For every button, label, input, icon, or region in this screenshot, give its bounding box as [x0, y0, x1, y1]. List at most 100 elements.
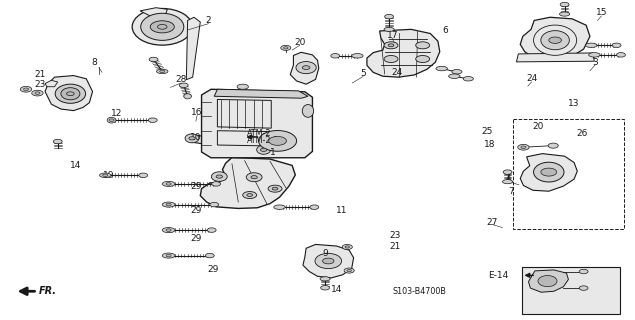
Text: 2: 2 [206, 16, 211, 25]
Ellipse shape [163, 228, 175, 233]
Text: 8: 8 [91, 58, 97, 67]
Ellipse shape [237, 84, 248, 89]
Ellipse shape [141, 13, 184, 40]
Ellipse shape [463, 76, 473, 81]
Text: FR.: FR. [39, 286, 57, 296]
Ellipse shape [132, 9, 192, 45]
Ellipse shape [205, 253, 214, 258]
Ellipse shape [436, 66, 448, 71]
Ellipse shape [166, 229, 171, 231]
Ellipse shape [352, 53, 363, 58]
Ellipse shape [272, 187, 278, 190]
Text: 20: 20 [294, 38, 305, 47]
Ellipse shape [269, 136, 286, 145]
Ellipse shape [347, 269, 351, 272]
Polygon shape [45, 76, 93, 111]
Text: 13: 13 [568, 99, 580, 108]
Ellipse shape [449, 74, 460, 78]
Ellipse shape [23, 88, 29, 91]
Ellipse shape [533, 25, 577, 55]
Text: S103-B4700B: S103-B4700B [392, 287, 446, 296]
Text: 21: 21 [389, 242, 401, 251]
Text: 18: 18 [484, 140, 495, 149]
Polygon shape [520, 17, 590, 61]
Ellipse shape [310, 205, 319, 209]
Ellipse shape [109, 119, 114, 122]
Text: ATM-2-1: ATM-2-1 [246, 136, 279, 145]
Polygon shape [520, 154, 577, 191]
Text: 9: 9 [322, 250, 328, 259]
Ellipse shape [589, 52, 600, 57]
Ellipse shape [296, 61, 316, 74]
Text: 10: 10 [190, 132, 201, 141]
Ellipse shape [207, 228, 216, 232]
Ellipse shape [384, 55, 398, 62]
Text: 20: 20 [532, 122, 544, 131]
Text: 25: 25 [481, 127, 493, 136]
Ellipse shape [150, 21, 174, 33]
Text: 29: 29 [190, 182, 201, 191]
Ellipse shape [315, 253, 342, 269]
Ellipse shape [284, 47, 288, 49]
Ellipse shape [243, 192, 257, 198]
Bar [512, 119, 624, 229]
Ellipse shape [345, 246, 349, 248]
Ellipse shape [163, 181, 175, 187]
Polygon shape [187, 134, 269, 154]
Polygon shape [201, 89, 312, 158]
Text: 29: 29 [190, 206, 201, 215]
Ellipse shape [157, 69, 168, 74]
Text: 17: 17 [387, 31, 398, 40]
Ellipse shape [560, 2, 569, 7]
Ellipse shape [548, 143, 558, 148]
Text: ATM-2: ATM-2 [246, 129, 271, 138]
Ellipse shape [185, 134, 199, 143]
Ellipse shape [251, 176, 257, 179]
Ellipse shape [416, 42, 430, 49]
Text: 14: 14 [70, 161, 81, 170]
Text: 7: 7 [508, 187, 514, 196]
Ellipse shape [139, 173, 148, 178]
Ellipse shape [384, 42, 398, 49]
Ellipse shape [163, 202, 175, 207]
Polygon shape [186, 17, 200, 80]
Text: 21: 21 [34, 70, 46, 79]
Ellipse shape [388, 44, 394, 47]
Ellipse shape [32, 90, 43, 96]
Ellipse shape [452, 69, 462, 74]
Ellipse shape [211, 182, 220, 186]
Ellipse shape [502, 180, 512, 184]
Polygon shape [214, 89, 308, 98]
Ellipse shape [166, 254, 171, 257]
Ellipse shape [61, 88, 80, 100]
Ellipse shape [55, 84, 86, 103]
Ellipse shape [612, 43, 621, 48]
Text: 26: 26 [577, 129, 588, 138]
Text: 23: 23 [389, 231, 401, 240]
Ellipse shape [163, 253, 175, 258]
Ellipse shape [100, 173, 111, 178]
Ellipse shape [533, 162, 564, 182]
Text: 24: 24 [391, 68, 403, 77]
Ellipse shape [103, 174, 108, 177]
Ellipse shape [211, 172, 227, 181]
Text: 12: 12 [111, 109, 123, 118]
Text: 14: 14 [331, 284, 342, 293]
Polygon shape [290, 52, 319, 84]
Polygon shape [140, 8, 168, 17]
Ellipse shape [247, 194, 253, 196]
Ellipse shape [149, 57, 158, 62]
Text: 16: 16 [191, 108, 203, 117]
Ellipse shape [416, 55, 430, 62]
Ellipse shape [331, 53, 340, 58]
Ellipse shape [323, 258, 334, 264]
Ellipse shape [107, 117, 116, 123]
Text: 5: 5 [360, 69, 366, 78]
Text: 1: 1 [271, 148, 276, 157]
Polygon shape [303, 244, 354, 278]
Ellipse shape [216, 175, 222, 178]
Polygon shape [367, 29, 440, 77]
Ellipse shape [521, 146, 526, 148]
Ellipse shape [166, 203, 171, 206]
Ellipse shape [67, 92, 74, 96]
